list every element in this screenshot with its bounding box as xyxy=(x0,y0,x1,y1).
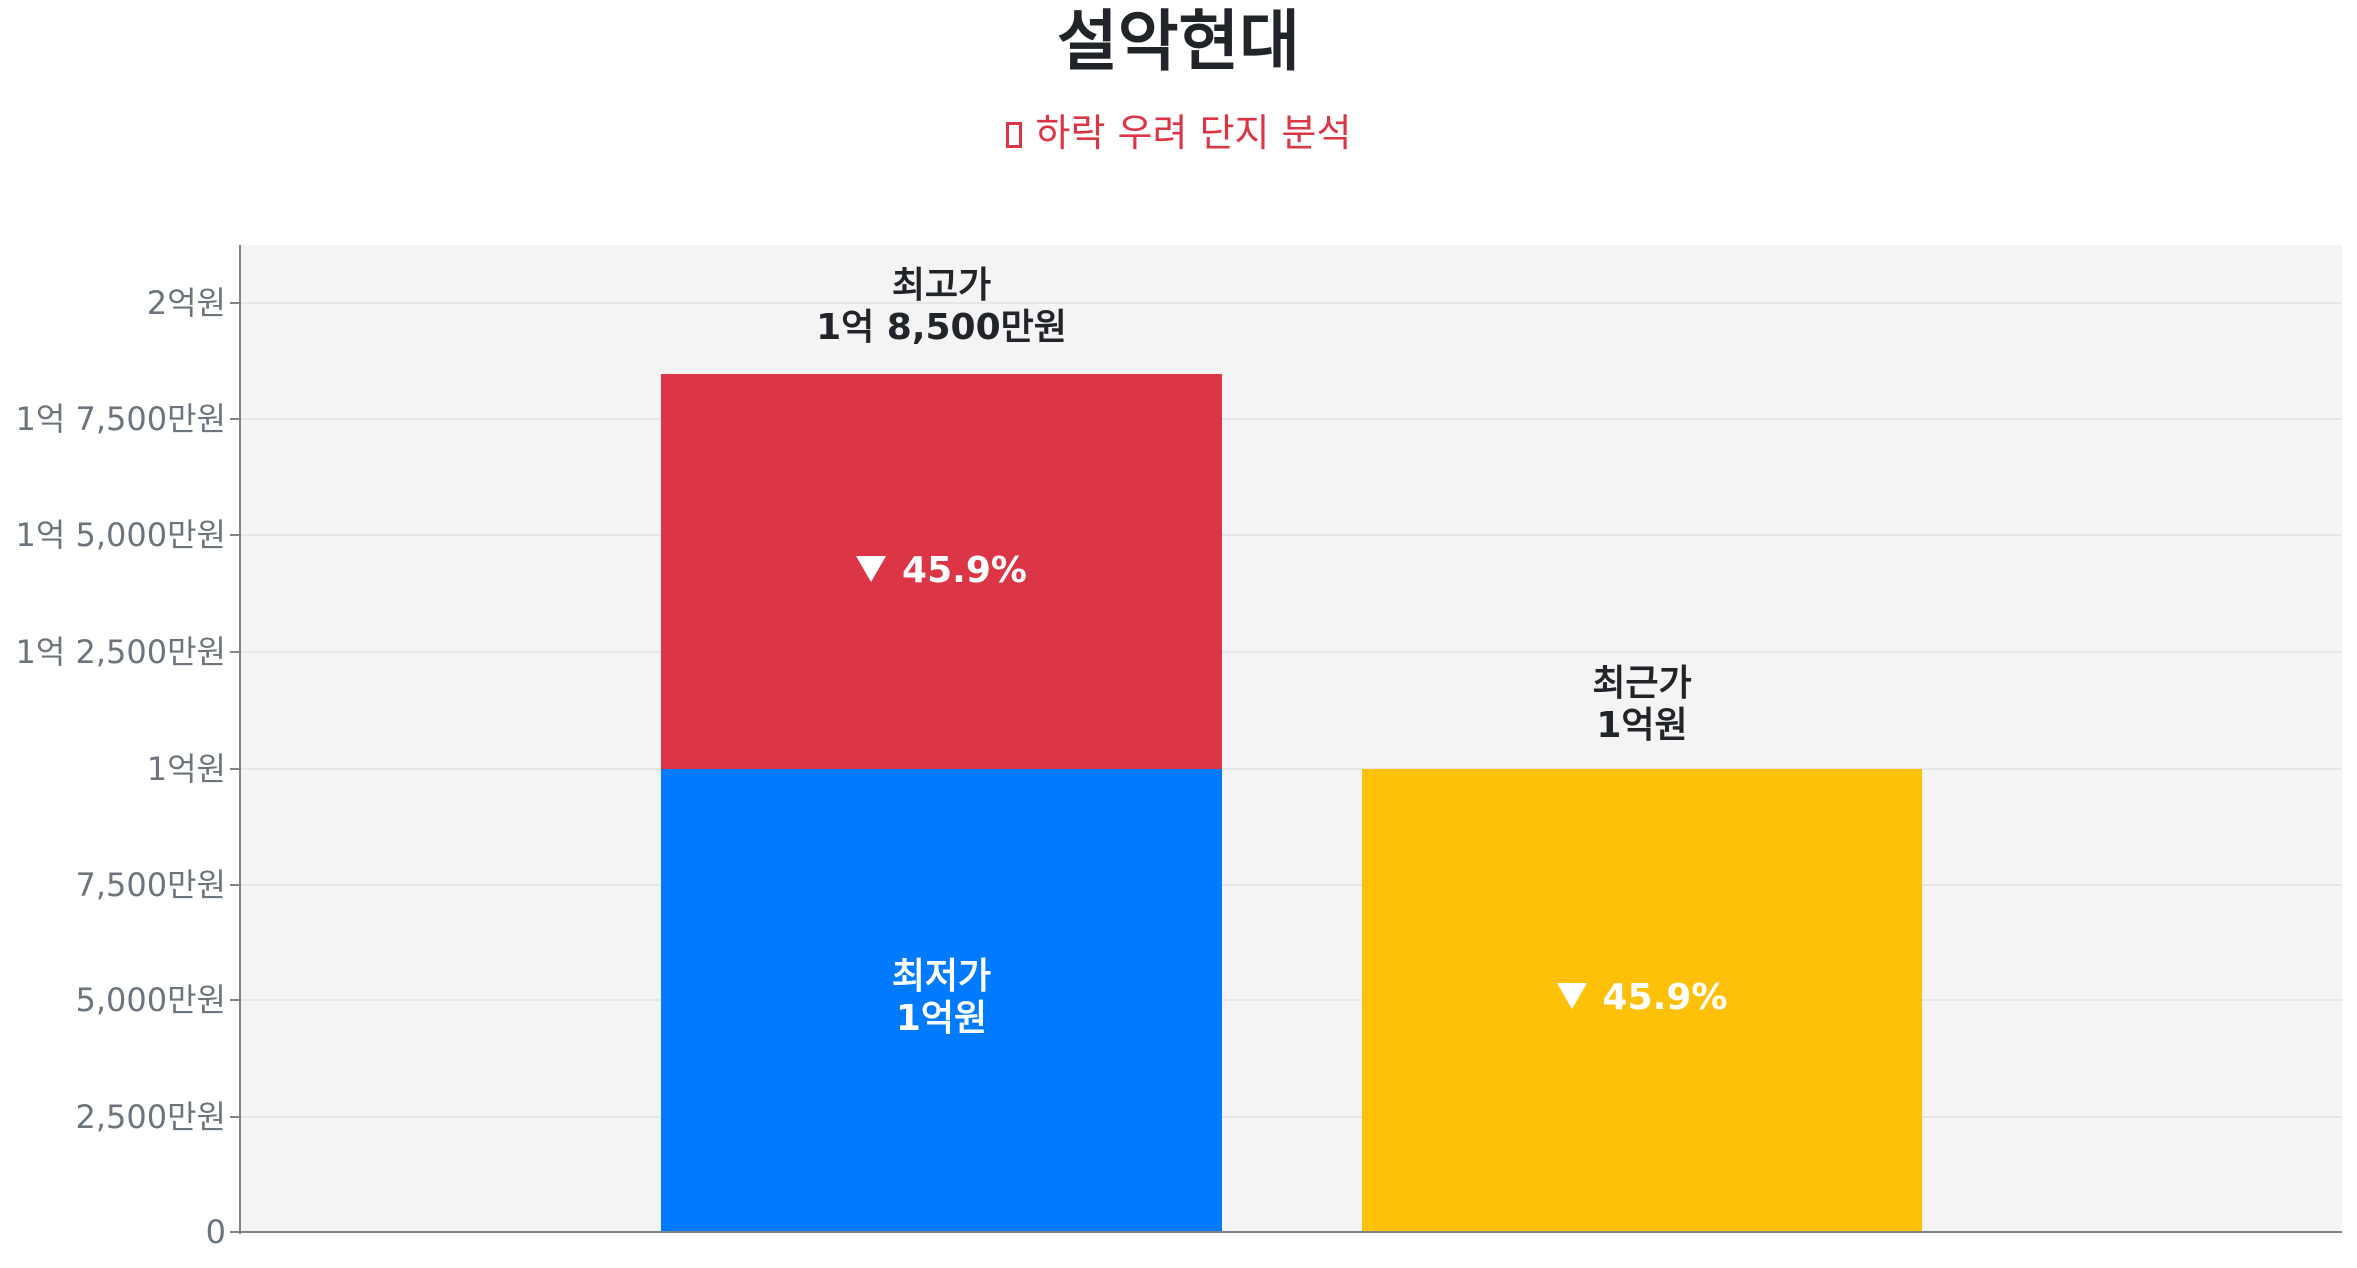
recent-price-title: 최근가 xyxy=(1592,663,1692,704)
subtitle-text: 하락 우려 단지 분석 xyxy=(1035,111,1352,155)
y-tick xyxy=(230,1116,240,1118)
y-tick-label: 1억 2,500만원 xyxy=(15,633,226,671)
min-price-label: 최저가 1억원 xyxy=(661,956,1222,1040)
bar-min-price[interactable]: 최저가 1억원 xyxy=(661,769,1222,1232)
gridline xyxy=(241,1116,2342,1118)
y-tick-label: 1억 7,500만원 xyxy=(15,400,226,438)
gridline xyxy=(241,768,2342,770)
chart-subtitle: 하락 우려 단지 분석 xyxy=(0,108,2357,158)
recent-price-value: 1억원 xyxy=(1596,705,1688,746)
y-tick xyxy=(230,768,240,770)
y-tick-label: 2,500만원 xyxy=(75,1098,227,1136)
y-tick xyxy=(230,418,240,420)
x-axis-line xyxy=(239,1231,2342,1233)
gridline xyxy=(241,418,2342,420)
y-tick xyxy=(230,884,240,886)
min-price-title: 최저가 xyxy=(891,956,992,997)
y-axis-line xyxy=(239,245,241,1234)
bar-max-price[interactable]: 45.9% xyxy=(661,374,1222,769)
down-triangle-icon xyxy=(1556,983,1587,1009)
max-price-top-label: 최고가 1억 8,500만원 xyxy=(661,265,1222,349)
recent-change-label: 45.9% xyxy=(1362,977,1922,1019)
y-tick xyxy=(230,1231,240,1233)
gridline xyxy=(241,651,2342,653)
down-triangle-icon xyxy=(856,556,887,582)
gridline xyxy=(241,999,2342,1001)
y-tick-label: 1억원 xyxy=(146,750,226,788)
y-tick-label: 5,000만원 xyxy=(75,981,227,1019)
y-tick xyxy=(230,534,240,536)
y-tick xyxy=(230,999,240,1001)
gridline xyxy=(241,302,2342,304)
max-price-value: 1억 8,500만원 xyxy=(816,307,1067,348)
max-change-label: 45.9% xyxy=(661,550,1222,592)
y-tick xyxy=(230,302,240,304)
plot-area xyxy=(241,245,2342,1232)
gridline xyxy=(241,534,2342,536)
gridline xyxy=(241,884,2342,886)
y-tick-label: 0 xyxy=(205,1213,226,1251)
min-price-value: 1억원 xyxy=(895,998,988,1039)
max-price-title: 최고가 xyxy=(891,265,992,306)
bar-recent-price[interactable]: 45.9% xyxy=(1362,769,1922,1232)
chart-title: 설악현대 xyxy=(1057,3,1300,80)
chart-decreasing-icon xyxy=(1005,122,1022,148)
y-tick-label: 1억 5,000만원 xyxy=(15,516,226,554)
y-tick-label: 7,500만원 xyxy=(75,866,227,904)
y-tick xyxy=(230,651,240,653)
recent-price-top-label: 최근가 1억원 xyxy=(1362,663,1922,747)
y-tick-label: 2억원 xyxy=(146,284,226,322)
